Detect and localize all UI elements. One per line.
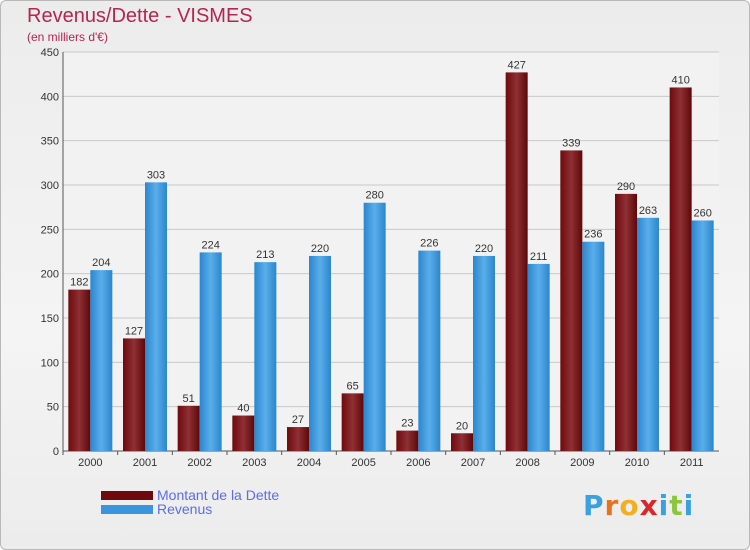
data-label: 51: [183, 393, 195, 405]
bar-dette: [287, 427, 309, 451]
data-label: 290: [617, 181, 635, 193]
x-tick-label: 2007: [461, 457, 485, 469]
y-tick-label: 200: [41, 269, 59, 281]
bar-dette: [451, 433, 473, 451]
x-tick-label: 2010: [625, 457, 649, 469]
data-label: 280: [365, 190, 383, 202]
data-label: 226: [420, 238, 438, 250]
data-label: 204: [92, 257, 110, 269]
bar-revenus: [199, 252, 222, 451]
chart-title: Revenus/Dette - VISMES: [27, 5, 253, 27]
x-tick-label: 2003: [242, 457, 266, 469]
data-label: 236: [584, 229, 602, 241]
data-label: 427: [507, 59, 525, 71]
bar-dette: [68, 289, 91, 451]
x-tick-label: 2002: [187, 457, 211, 469]
data-label: 211: [530, 251, 548, 263]
proxiti-logo: Proxiti: [583, 489, 694, 522]
bar-revenus: [90, 270, 113, 451]
bar-dette: [560, 150, 583, 452]
logo-letter: i: [683, 489, 695, 522]
data-label: 410: [671, 74, 689, 86]
data-label: 127: [125, 325, 143, 337]
bar-dette: [232, 415, 255, 451]
legend-swatch-revenus: [101, 504, 153, 514]
data-label: 20: [456, 420, 468, 432]
y-tick-label: 0: [53, 446, 59, 458]
logo-letter: o: [619, 489, 640, 522]
legend-swatch-dette: [101, 490, 153, 500]
data-label: 339: [562, 137, 580, 149]
y-tick-label: 100: [41, 357, 59, 369]
logo-letter: i: [658, 489, 670, 522]
axes: 0 50 100 150 200 250 300 350 400 450 2000 2001 2002 2…: [41, 47, 719, 469]
data-label: 220: [311, 243, 329, 255]
bar-dette: [615, 193, 637, 451]
data-label: 213: [256, 249, 274, 261]
y-tick-label: 450: [41, 47, 59, 59]
logo-letter: t: [669, 489, 684, 522]
bar-revenus: [527, 263, 550, 451]
x-tick-label: 2005: [351, 457, 375, 469]
bar-dette: [505, 72, 528, 451]
x-tick-label: 2008: [515, 457, 539, 469]
y-tick-label: 150: [41, 313, 59, 325]
y-tick-label: 250: [41, 224, 59, 236]
data-label: 182: [70, 277, 88, 289]
x-tick-label: 2004: [297, 457, 321, 469]
data-label: 303: [147, 169, 165, 181]
bar-revenus: [691, 220, 714, 451]
bar-revenus: [254, 262, 277, 451]
legend-label-revenus: Revenus: [157, 501, 213, 517]
data-label: 224: [201, 239, 219, 251]
data-label: 220: [475, 243, 493, 255]
x-tick-label: 2006: [406, 457, 430, 469]
bar-revenus: [418, 250, 441, 451]
data-label: 40: [237, 403, 249, 415]
data-label: 65: [347, 380, 359, 392]
y-tick-label: 300: [41, 180, 59, 192]
grid-lines: [63, 51, 719, 452]
logo-letter: P: [583, 489, 605, 522]
bar-revenus: [473, 255, 495, 451]
bar-revenus: [309, 255, 331, 451]
data-label: 23: [401, 418, 413, 430]
bar-revenus: [145, 182, 167, 451]
data-label: 260: [693, 207, 711, 219]
y-tick-label: 50: [47, 402, 59, 414]
bar-dette: [177, 405, 200, 451]
x-tick-label: 2009: [570, 457, 594, 469]
legend-item-dette: Montant de la Dette: [101, 487, 279, 503]
bar-revenus: [637, 217, 659, 451]
legend-item-revenus: Revenus: [101, 501, 212, 517]
logo-letter: r: [604, 489, 620, 522]
y-tick-label: 350: [41, 136, 59, 148]
bar-dette: [123, 338, 145, 451]
bar-revenus: [363, 202, 386, 451]
y-tick-label: 400: [41, 91, 59, 103]
bar-dette: [396, 430, 419, 451]
x-tick-label: 2000: [78, 457, 102, 469]
bar-dette: [341, 393, 364, 451]
bars: [68, 72, 714, 452]
chart-subtitle: (en milliers d'€): [27, 30, 108, 44]
legend-label-dette: Montant de la Dette: [157, 487, 280, 503]
plot-area: [63, 52, 719, 451]
value-labels: 182 127 51 40 27 65 23 20 427 339 290 410 204 303 224 2…: [70, 59, 712, 432]
x-tick-label: 2011: [680, 457, 704, 469]
x-tick-label: 2001: [133, 457, 157, 469]
bar-revenus: [582, 241, 605, 451]
logo-letter: x: [639, 489, 659, 522]
data-label: 27: [292, 414, 304, 426]
data-label: 263: [639, 205, 657, 217]
bar-dette: [669, 87, 692, 451]
